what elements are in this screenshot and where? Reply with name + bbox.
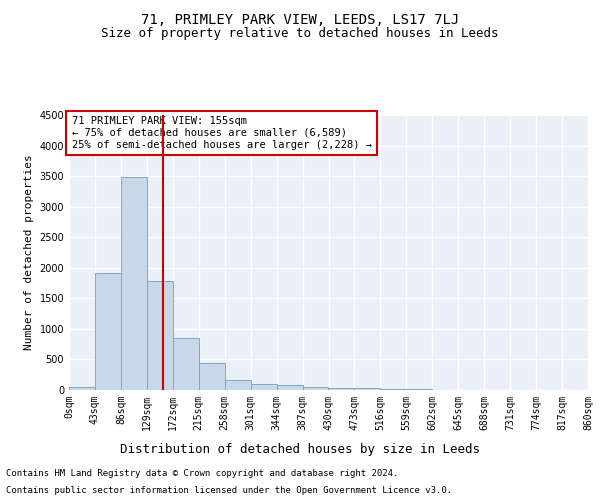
Bar [329, 388, 355, 390]
Bar [277, 385, 302, 390]
Text: Size of property relative to detached houses in Leeds: Size of property relative to detached ho… [101, 28, 499, 40]
Bar [69, 387, 95, 390]
Text: 71, PRIMLEY PARK VIEW, LEEDS, LS17 7LJ: 71, PRIMLEY PARK VIEW, LEEDS, LS17 7LJ [141, 12, 459, 26]
Bar [199, 362, 224, 390]
Bar [121, 176, 147, 390]
Text: Distribution of detached houses by size in Leeds: Distribution of detached houses by size … [120, 442, 480, 456]
Bar [147, 281, 173, 390]
Bar [173, 338, 199, 390]
Bar [224, 380, 251, 390]
Bar [95, 272, 121, 390]
Bar [355, 388, 380, 390]
Y-axis label: Number of detached properties: Number of detached properties [24, 154, 34, 350]
Text: 71 PRIMLEY PARK VIEW: 155sqm
← 75% of detached houses are smaller (6,589)
25% of: 71 PRIMLEY PARK VIEW: 155sqm ← 75% of de… [71, 116, 371, 150]
Text: Contains public sector information licensed under the Open Government Licence v3: Contains public sector information licen… [6, 486, 452, 495]
Bar [302, 386, 329, 390]
Bar [380, 389, 406, 390]
Text: Contains HM Land Registry data © Crown copyright and database right 2024.: Contains HM Land Registry data © Crown c… [6, 468, 398, 477]
Bar [251, 384, 277, 390]
